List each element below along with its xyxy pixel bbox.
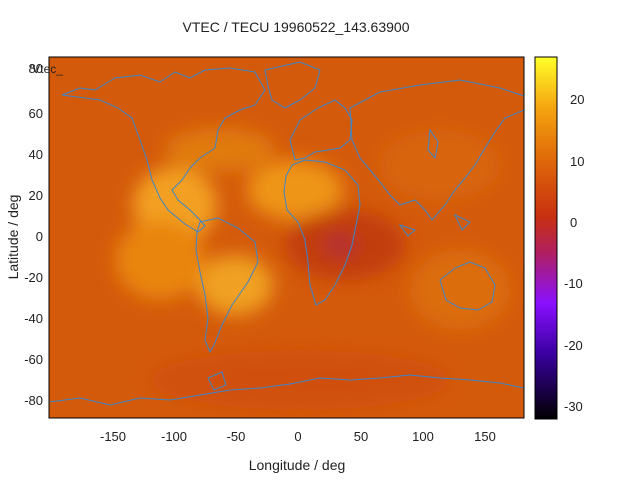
y-tick-label: 40 [29, 147, 43, 162]
heatmap-blobs [115, 128, 510, 410]
colorbar-tick-label: -10 [564, 276, 583, 291]
legend-label: 'Vtec_ [30, 62, 63, 76]
colorbar-tick-label: -30 [564, 399, 583, 414]
australia-coastline [439, 261, 496, 311]
chart-title: VTEC / TECU 19960522_143.63900 [182, 19, 409, 35]
colorbar-tick-label: 20 [570, 92, 584, 107]
y-tick-label: 20 [29, 188, 43, 203]
colorbar-tick-label: 10 [570, 154, 584, 169]
y-tick-label: -60 [24, 352, 43, 367]
x-tick-label: 0 [294, 429, 301, 444]
colorbar-tick-label: 0 [570, 215, 577, 230]
x-tick-label: -50 [227, 429, 246, 444]
plot-frame [48, 56, 525, 419]
north-america-coastline [61, 67, 266, 233]
y-tick-label: 0 [36, 229, 43, 244]
europe-coastline [289, 99, 353, 161]
y-tick-label: -80 [24, 393, 43, 408]
antarctica-coastline [49, 374, 524, 406]
x-tick-label: 100 [412, 429, 434, 444]
colorbar-tick-label: -20 [564, 338, 583, 353]
colorbar: 20 10 0 -10 -20 -30 [534, 56, 584, 420]
x-tick-label: -100 [161, 429, 187, 444]
y-tick-label: -20 [24, 270, 43, 285]
x-tick-label: -150 [100, 429, 126, 444]
y-tick-label: 60 [29, 106, 43, 121]
greenland-coastline [264, 61, 321, 109]
y-tick-label: 80 [29, 61, 43, 76]
islands-coastline [207, 128, 471, 391]
x-axis: -150 -100 -50 0 50 100 150 [100, 429, 496, 444]
south-america-coastline [195, 217, 259, 354]
y-axis: 80 60 40 20 0 -20 -40 -60 -80 [24, 61, 43, 408]
x-tick-label: 150 [474, 429, 496, 444]
colorbar-gradient [534, 56, 558, 420]
coastlines [49, 61, 524, 406]
x-tick-label: 50 [354, 429, 368, 444]
asia-coastline [349, 79, 524, 221]
africa-coastline [283, 159, 361, 306]
y-axis-label: Latitude / deg [5, 195, 21, 280]
x-axis-label: Longitude / deg [249, 457, 346, 473]
y-tick-label: -40 [24, 311, 43, 326]
heatmap-area [49, 57, 524, 418]
